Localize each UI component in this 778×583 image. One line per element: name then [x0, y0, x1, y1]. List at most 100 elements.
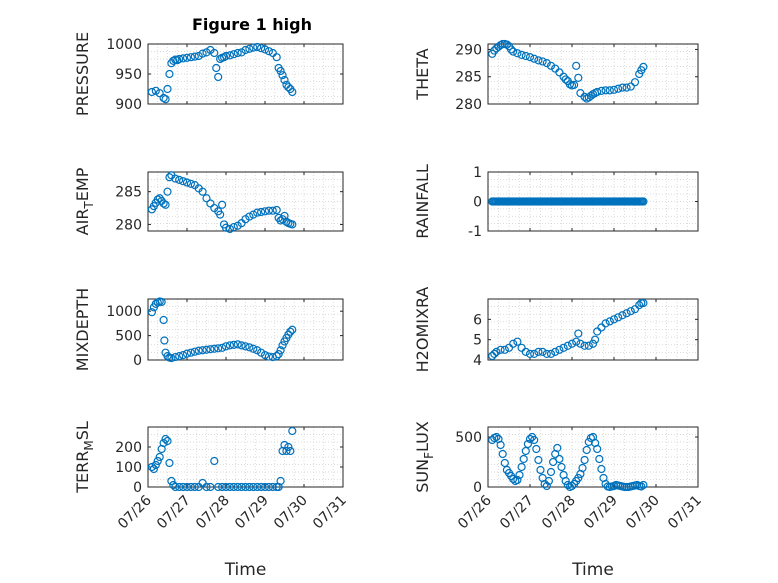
- data-point: [260, 207, 270, 216]
- figure-title: Figure 1 high: [192, 15, 312, 34]
- x-tick-label: 07/29: [581, 493, 621, 533]
- data-point: [210, 456, 219, 466]
- data-point: [639, 480, 648, 490]
- data-point: [233, 340, 242, 349]
- data-point: [245, 44, 254, 53]
- data-point: [574, 73, 583, 82]
- data-point: [216, 210, 225, 219]
- data-point: [190, 347, 199, 356]
- data-point: [202, 345, 211, 354]
- data-point: [557, 462, 566, 472]
- data-point: [574, 473, 583, 483]
- data-point: [161, 434, 170, 444]
- x-tick-label: 07/30: [271, 493, 311, 533]
- data-point: [593, 327, 602, 336]
- data-point: [530, 349, 539, 358]
- data-point: [237, 482, 246, 492]
- data-point: [563, 341, 572, 350]
- y-tick-label: 0: [133, 353, 142, 369]
- data-point: [175, 54, 184, 64]
- data-point: [225, 341, 234, 350]
- data-point: [504, 343, 514, 352]
- data-point: [241, 482, 250, 492]
- data-point: [517, 343, 526, 352]
- x-tick-label: 07/31: [665, 493, 705, 533]
- data-point: [538, 347, 547, 356]
- data-point: [513, 475, 522, 485]
- y-tick-label: 1: [473, 165, 482, 181]
- data-point: [182, 349, 192, 358]
- y-tick-label: 950: [115, 67, 142, 83]
- data-point: [555, 345, 564, 354]
- data-point: [221, 223, 231, 232]
- data-point: [245, 212, 254, 221]
- data-point: [532, 444, 541, 454]
- axes-frame: [487, 298, 699, 361]
- data-points: [488, 197, 648, 206]
- data-point: [147, 87, 156, 97]
- data-point: [525, 434, 535, 444]
- data-point: [190, 482, 199, 492]
- data-point: [507, 45, 516, 54]
- data-point: [218, 200, 227, 209]
- x-tick-label: 07/27: [497, 493, 537, 533]
- data-point: [593, 87, 602, 97]
- data-point: [498, 449, 507, 459]
- data-point: [249, 43, 258, 52]
- data-point: [284, 83, 293, 92]
- sun_flux-axes: 0 500 SUNFLUX 07/26 07/27 07/28 07/29 07/30 07/3…: [413, 421, 705, 580]
- data-point: [219, 53, 229, 62]
- y-axis-label: H2OMIXRA: [413, 287, 432, 373]
- data-point: [257, 482, 266, 492]
- data-point: [637, 482, 646, 491]
- x-tick-label: 07/30: [623, 493, 663, 533]
- data-point: [241, 45, 250, 55]
- data-point: [182, 482, 192, 492]
- data-point: [567, 339, 577, 348]
- y-tick-label: 200: [115, 440, 142, 456]
- axes-frame: [487, 426, 699, 488]
- y-tick-label: 1000: [106, 37, 142, 53]
- data-point: [559, 343, 568, 352]
- air_temp-axes: 280 285 AIRTEMP: [73, 167, 344, 235]
- data-point: [574, 329, 583, 338]
- data-point: [521, 347, 530, 356]
- x-tick-label: 07/29: [232, 493, 272, 533]
- data-point: [278, 341, 287, 350]
- data-point: [609, 315, 619, 324]
- data-point: [635, 301, 644, 310]
- data-point: [288, 220, 297, 229]
- data-point: [276, 476, 285, 486]
- data-points: [147, 426, 297, 492]
- data-points: [147, 297, 297, 363]
- data-point: [212, 63, 221, 73]
- data-point: [163, 187, 172, 196]
- data-point: [597, 464, 606, 474]
- data-point: [221, 482, 231, 492]
- data-point: [288, 325, 297, 334]
- data-point: [186, 482, 195, 492]
- x-tick-label: 07/28: [539, 493, 579, 533]
- data-point: [605, 86, 614, 95]
- data-point: [225, 51, 234, 60]
- data-point: [260, 351, 270, 360]
- y-tick-label: -1: [468, 224, 482, 240]
- data-point: [580, 455, 589, 465]
- y-axis-label: AIRTEMP: [73, 167, 96, 235]
- data-point: [286, 446, 295, 456]
- data-point: [595, 454, 604, 464]
- x-axis-label: Time: [571, 560, 614, 580]
- data-points: [488, 298, 648, 361]
- data-point: [517, 462, 526, 472]
- data-point: [534, 347, 543, 356]
- data-point: [264, 206, 273, 215]
- data-point: [147, 308, 156, 317]
- pressure-axes: 900 950 1000 PRESSURE: [73, 32, 344, 116]
- data-point: [542, 58, 551, 68]
- data-point: [569, 80, 579, 90]
- data-point: [272, 351, 281, 361]
- data-point: [639, 197, 648, 206]
- data-point: [179, 482, 188, 492]
- y-axis-label: THETA: [413, 48, 432, 100]
- data-point: [280, 75, 289, 85]
